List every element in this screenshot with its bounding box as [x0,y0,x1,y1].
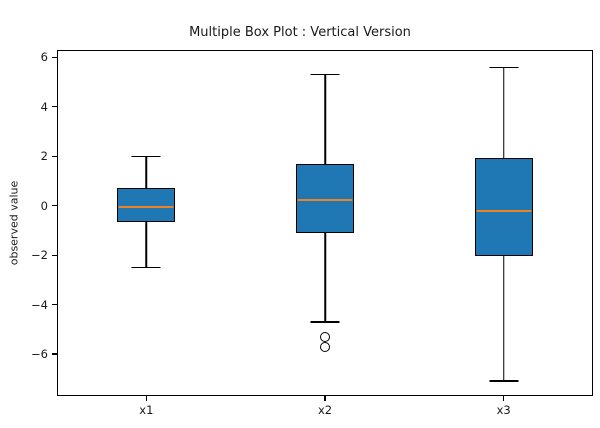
y-tick-label: 0 [40,198,48,213]
upper-whisker-stem [502,67,505,158]
x-tick-mark [503,396,505,401]
y-tick-label: −2 [31,248,48,263]
lower-whisker-stem [502,256,505,382]
outlier-point [320,331,330,342]
chart-title: Multiple Box Plot : Vertical Version [189,25,411,40]
x-tick-label: x2 [317,403,333,417]
lower-whisker-cap [131,266,161,269]
lower-whisker-cap [310,321,340,323]
lower-whisker-cap [489,380,519,382]
iqr-box [117,188,176,222]
upper-whisker-cap [310,73,340,76]
x-tick-mark [145,396,147,401]
upper-whisker-cap [131,155,161,158]
y-tick-mark [52,205,57,207]
y-tick-mark [52,353,57,355]
y-tick-mark [52,254,57,256]
y-tick-label: 4 [40,99,48,114]
y-tick-mark [52,106,57,108]
upper-whisker-stem [324,74,326,164]
lower-whisker-stem [145,221,148,268]
outlier-point [320,341,330,352]
lower-whisker-stem [324,232,326,322]
y-tick-label: −6 [31,346,48,361]
x-tick-label: x3 [496,403,511,417]
upper-whisker-cap [489,66,519,69]
x-tick-label: x1 [139,403,154,417]
upper-whisker-stem [145,156,148,189]
y-tick-label: 2 [40,149,48,164]
x-tick-mark [324,396,326,401]
y-tick-mark [52,56,57,58]
y-tick-mark [52,303,57,306]
y-tick-label: −4 [31,297,48,312]
y-tick-mark [52,155,57,157]
median-line [476,209,532,212]
iqr-box [296,163,354,233]
y-tick-label: 6 [40,50,48,65]
iqr-box [474,157,533,257]
median-line [297,198,353,201]
median-line [118,205,174,208]
